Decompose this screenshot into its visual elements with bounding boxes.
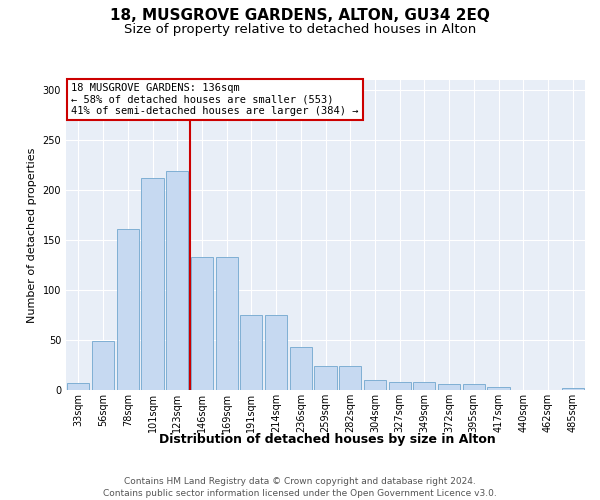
Bar xyxy=(463,384,485,390)
Bar xyxy=(142,178,164,390)
Bar xyxy=(562,388,584,390)
Bar xyxy=(389,382,411,390)
Bar xyxy=(364,380,386,390)
Text: Distribution of detached houses by size in Alton: Distribution of detached houses by size … xyxy=(158,432,496,446)
Text: 18, MUSGROVE GARDENS, ALTON, GU34 2EQ: 18, MUSGROVE GARDENS, ALTON, GU34 2EQ xyxy=(110,8,490,22)
Text: Contains HM Land Registry data © Crown copyright and database right 2024.
Contai: Contains HM Land Registry data © Crown c… xyxy=(103,476,497,498)
Bar xyxy=(67,383,89,390)
Bar xyxy=(438,384,460,390)
Text: Size of property relative to detached houses in Alton: Size of property relative to detached ho… xyxy=(124,22,476,36)
Bar xyxy=(339,366,361,390)
Y-axis label: Number of detached properties: Number of detached properties xyxy=(27,148,37,322)
Text: 18 MUSGROVE GARDENS: 136sqm
← 58% of detached houses are smaller (553)
41% of se: 18 MUSGROVE GARDENS: 136sqm ← 58% of det… xyxy=(71,83,359,116)
Bar xyxy=(487,387,509,390)
Bar xyxy=(92,341,114,390)
Bar xyxy=(116,229,139,390)
Bar xyxy=(191,257,213,390)
Bar xyxy=(290,347,312,390)
Bar xyxy=(413,382,436,390)
Bar xyxy=(166,171,188,390)
Bar xyxy=(240,315,262,390)
Bar xyxy=(265,315,287,390)
Bar xyxy=(215,257,238,390)
Bar xyxy=(314,366,337,390)
